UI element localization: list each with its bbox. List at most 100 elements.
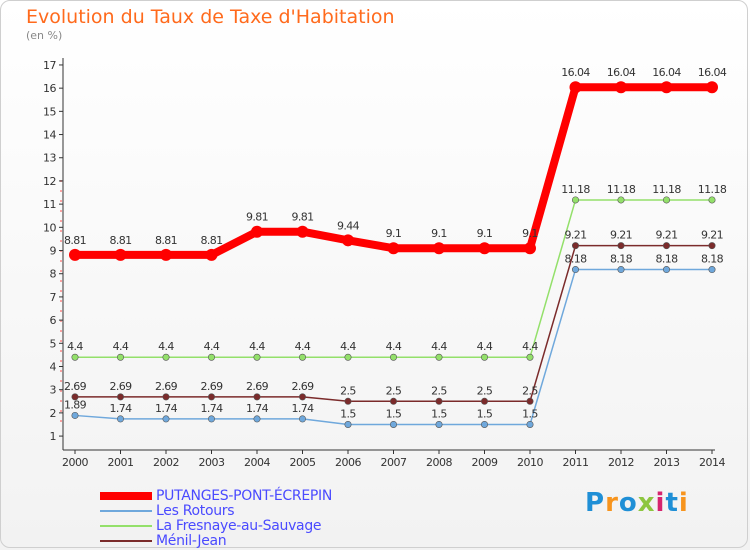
data-label: 11.18 <box>561 183 590 196</box>
x-tick-label: 2011 <box>563 456 589 469</box>
data-label: 8.81 <box>109 234 131 247</box>
data-label: 4.4 <box>204 340 220 353</box>
data-point <box>571 266 579 274</box>
x-tick-label: 2001 <box>108 456 134 469</box>
data-point <box>162 353 170 361</box>
data-label: 4.4 <box>295 340 311 353</box>
data-point <box>208 393 216 401</box>
data-point <box>208 415 216 423</box>
y-tick-label: 13 <box>43 152 56 165</box>
logo-letter: o <box>618 488 638 518</box>
data-point <box>117 415 125 423</box>
data-label: 9.21 <box>655 229 677 242</box>
data-point <box>480 397 488 405</box>
data-point <box>708 242 716 250</box>
data-label: 8.18 <box>564 253 587 266</box>
logo-letter: i <box>678 488 689 518</box>
data-point <box>435 397 443 405</box>
data-label: 4.4 <box>340 340 356 353</box>
data-point <box>662 196 670 204</box>
data-label: 2.5 <box>340 384 356 397</box>
x-tick-label: 2007 <box>381 456 407 469</box>
y-tick-label: 14 <box>43 129 56 142</box>
data-label: 1.5 <box>340 407 356 420</box>
data-point <box>526 353 534 361</box>
data-point <box>480 420 488 428</box>
series-line-2 <box>75 199 712 358</box>
data-label: 16.04 <box>607 66 636 79</box>
data-label: 1.5 <box>431 407 447 420</box>
legend-swatch <box>100 491 152 500</box>
data-label: 9.21 <box>564 229 586 242</box>
logo-letter: t <box>665 488 679 518</box>
data-label: 2.69 <box>246 380 269 393</box>
data-point <box>435 420 443 428</box>
legend-item: Ménil-Jean <box>100 533 332 549</box>
x-tick-label: 2005 <box>290 456 316 469</box>
data-point <box>617 242 625 250</box>
chart-title: Evolution du Taux de Taxe d'Habitation <box>26 6 395 28</box>
data-label: 4.4 <box>386 340 402 353</box>
data-point <box>71 411 79 419</box>
data-label: 4.4 <box>522 340 538 353</box>
data-point <box>569 81 582 94</box>
data-label: 1.5 <box>522 407 538 420</box>
data-label: 4.4 <box>113 340 129 353</box>
data-point <box>662 242 670 250</box>
data-point <box>478 242 491 255</box>
data-point <box>117 393 125 401</box>
data-point <box>160 248 172 261</box>
x-tick-label: 2002 <box>153 456 179 469</box>
legend-swatch <box>100 524 152 527</box>
logo-letter: x <box>637 488 656 518</box>
data-label: 9.1 <box>386 227 402 240</box>
data-label: 2.69 <box>109 380 132 393</box>
data-label: 9.21 <box>701 229 723 242</box>
data-label: 2.69 <box>155 380 178 393</box>
data-point <box>298 393 306 401</box>
data-label: 8.81 <box>200 234 222 247</box>
data-point <box>162 393 170 401</box>
data-point <box>389 397 397 405</box>
logo-letter: r <box>605 488 619 518</box>
data-point <box>296 225 309 238</box>
data-label: 16.04 <box>652 66 681 79</box>
data-point <box>387 242 400 255</box>
legend-item: PUTANGES-PONT-ÉCREPIN <box>100 488 332 504</box>
x-tick-label: 2000 <box>62 456 88 469</box>
data-point <box>162 415 170 423</box>
data-point <box>480 353 488 361</box>
data-point <box>617 196 625 204</box>
data-label: 4.4 <box>249 340 265 353</box>
data-point <box>342 234 354 247</box>
data-point <box>389 420 397 428</box>
data-point <box>571 196 579 204</box>
y-tick-label: 9 <box>50 245 57 258</box>
data-point <box>253 393 261 401</box>
data-point <box>571 242 579 250</box>
x-tick-label: 2003 <box>199 456 225 469</box>
data-label: 9.81 <box>291 211 313 224</box>
x-tick-label: 2006 <box>335 456 361 469</box>
data-label: 1.74 <box>200 402 223 415</box>
logo-letter: i <box>655 488 666 518</box>
y-tick-label: 4 <box>50 360 57 373</box>
data-point <box>298 353 306 361</box>
data-point <box>344 397 352 405</box>
data-label: 1.5 <box>386 407 402 420</box>
data-point <box>433 242 445 255</box>
data-point <box>344 420 352 428</box>
data-point <box>617 266 625 274</box>
y-tick-label: 7 <box>50 291 57 304</box>
data-label: 2.5 <box>522 384 538 397</box>
data-label: 9.81 <box>246 211 268 224</box>
y-tick-label: 12 <box>43 175 56 188</box>
legend-swatch <box>100 539 152 542</box>
y-tick-label: 6 <box>50 314 57 327</box>
y-tick-label: 8 <box>50 268 57 281</box>
data-label: 4.4 <box>158 340 174 353</box>
data-point <box>526 397 534 405</box>
data-point <box>253 353 261 361</box>
